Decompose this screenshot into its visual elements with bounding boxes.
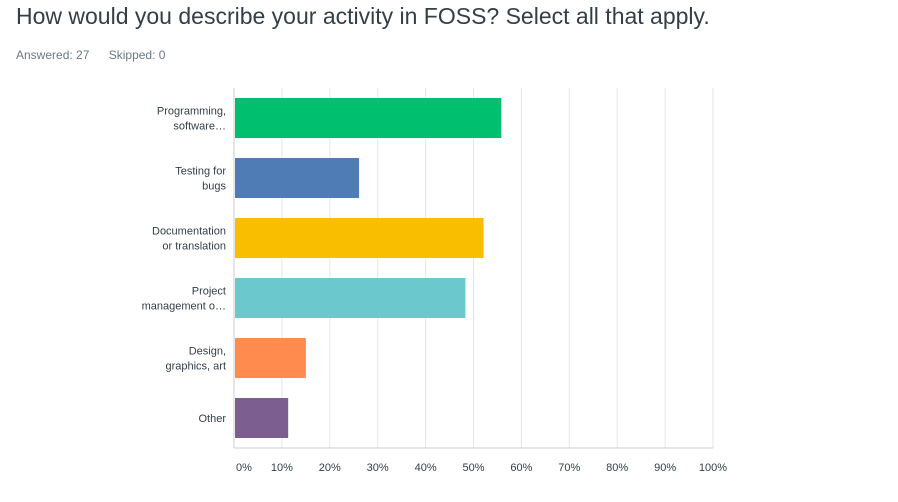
question-title: How would you describe your activity in … (16, 3, 710, 29)
category-label: management o… (142, 301, 226, 313)
x-tick-label: 10% (271, 462, 293, 474)
answered-count: Answered: 27 (16, 48, 90, 62)
category-label: Programming, (157, 106, 226, 118)
bar (235, 338, 306, 378)
category-label: graphics, art (165, 361, 226, 373)
category-label: software… (173, 121, 226, 133)
x-tick-label: 50% (462, 462, 484, 474)
category-label: or translation (162, 241, 226, 253)
x-tick-label: 60% (510, 462, 532, 474)
x-tick-label: 90% (654, 462, 676, 474)
category-label: Design, (189, 346, 226, 358)
x-tick-label: 80% (606, 462, 628, 474)
x-tick-label: 70% (558, 462, 580, 474)
x-tick-label: 100% (699, 462, 727, 474)
category-label: bugs (202, 181, 226, 193)
bar (235, 98, 502, 138)
skipped-count: Skipped: 0 (108, 48, 166, 62)
bar (235, 158, 360, 198)
x-tick-label: 20% (319, 462, 341, 474)
x-tick-label: 30% (367, 462, 389, 474)
x-tick-label: 40% (415, 462, 437, 474)
bar (235, 278, 466, 318)
category-label: Project (192, 286, 226, 298)
x-tick-label: 0% (236, 462, 252, 474)
response-stats: Answered: 27 Skipped: 0 (16, 48, 181, 62)
bar (235, 218, 484, 258)
category-label: Documentation (152, 226, 226, 238)
category-label: Other (198, 413, 226, 425)
category-label: Testing for (175, 166, 226, 178)
bar (235, 398, 289, 438)
